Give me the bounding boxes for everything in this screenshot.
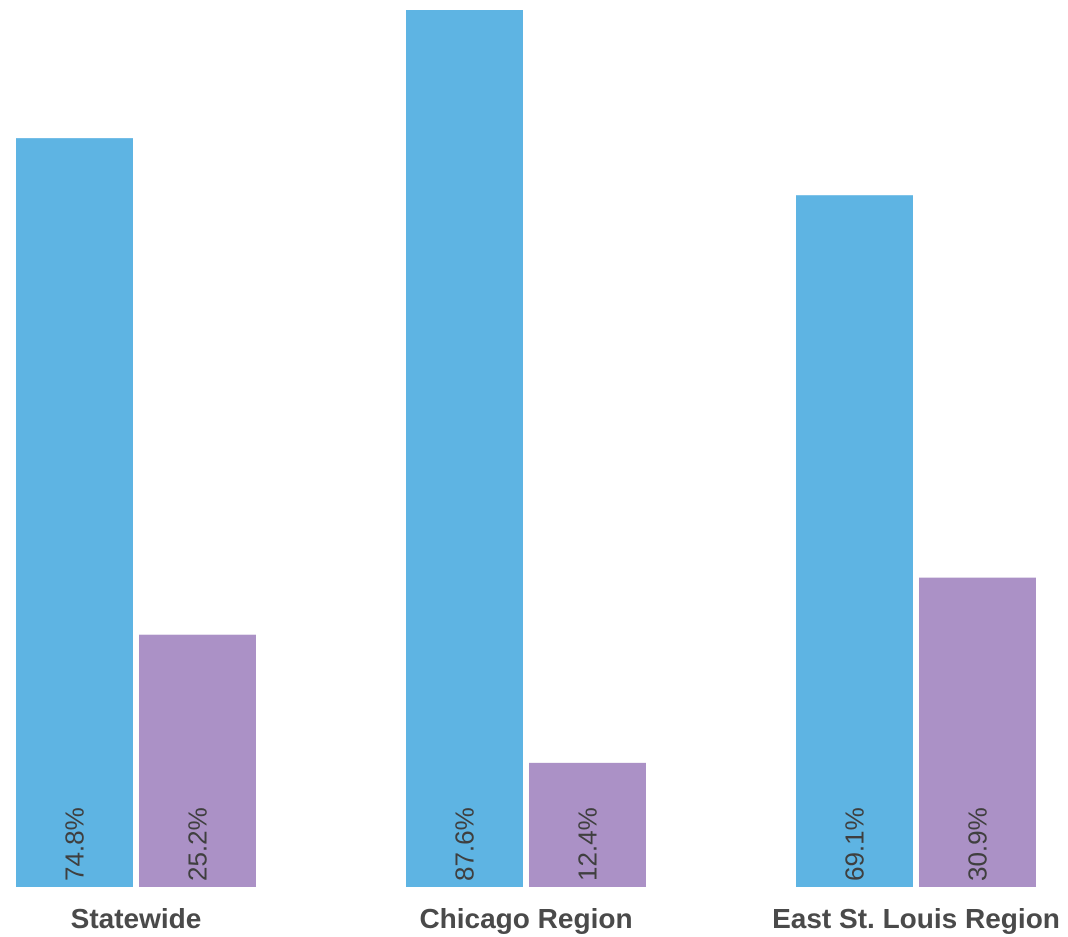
bar-chicago-region-series-1 <box>406 10 523 887</box>
bar-east-st-louis-region-series-1 <box>796 195 913 887</box>
bar-east-st-louis-region-series-2 <box>919 577 1036 887</box>
value-label-statewide-series-2: 25.2% <box>183 807 213 881</box>
bar-statewide-series-1 <box>16 138 133 887</box>
bar-chicago-region-series-2 <box>529 762 646 887</box>
bar-statewide-series-2 <box>139 634 256 887</box>
value-label-east-st-louis-region-series-2: 30.9% <box>963 807 993 881</box>
value-label-east-st-louis-region-series-1: 69.1% <box>840 807 870 881</box>
category-label-east-st-louis-region: East St. Louis Region <box>772 903 1060 934</box>
category-label-statewide: Statewide <box>71 903 202 934</box>
category-labels-layer: Statewide Chicago Region East St. Louis Re… <box>71 903 1060 934</box>
value-labels-layer: 74.8% 25.2% 87.6% 12.4% 69.1% 30.9% <box>60 807 993 881</box>
value-label-chicago-region-series-2: 12.4% <box>573 807 603 881</box>
value-label-chicago-region-series-1: 87.6% <box>450 807 480 881</box>
category-label-chicago-region: Chicago Region <box>419 903 632 934</box>
bars-layer <box>16 10 1036 887</box>
value-label-statewide-series-1: 74.8% <box>60 807 90 881</box>
